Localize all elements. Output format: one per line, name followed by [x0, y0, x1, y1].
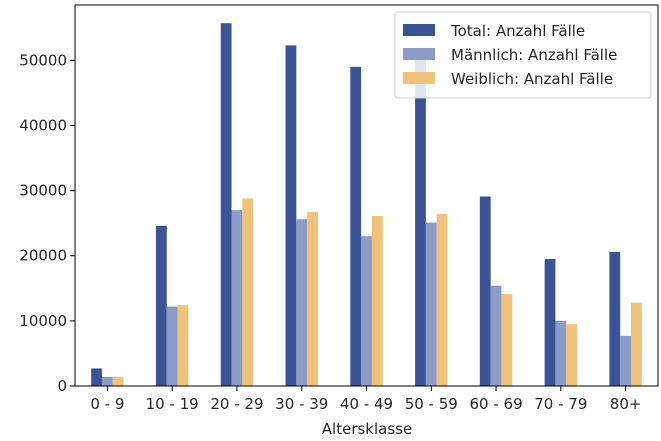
x-tick-label: 70 - 79 [534, 395, 587, 413]
y-tick-label: 10000 [19, 312, 67, 330]
bar-weiblich-1 [178, 305, 189, 386]
y-tick-label: 0 [57, 377, 67, 395]
y-tick-label: 20000 [19, 247, 67, 265]
bar-weiblich-2 [242, 198, 253, 386]
x-tick-label: 60 - 69 [469, 395, 522, 413]
bar-total-2 [221, 23, 232, 386]
x-tick-label: 20 - 29 [210, 395, 263, 413]
bar-maennlich-6 [491, 286, 502, 386]
legend: Total: Anzahl Fälle Männlich: Anzahl Fäll… [395, 12, 651, 98]
bar-total-5 [415, 51, 426, 386]
legend-label: Männlich: Anzahl Fälle [451, 46, 617, 64]
x-tick-label: 30 - 39 [275, 395, 328, 413]
x-tick-label: 50 - 59 [405, 395, 458, 413]
y-tick-label: 30000 [19, 182, 67, 200]
x-tick-label: 0 - 9 [90, 395, 124, 413]
bar-total-3 [286, 45, 297, 386]
bar-weiblich-8 [631, 303, 642, 386]
bar-weiblich-7 [566, 324, 577, 386]
bar-total-4 [350, 67, 361, 386]
bar-total-6 [480, 196, 491, 386]
bar-maennlich-2 [232, 210, 243, 386]
x-tick-label: 80+ [610, 395, 642, 413]
bar-maennlich-5 [426, 223, 437, 386]
legend-swatch [403, 72, 435, 84]
y-tick-label: 40000 [19, 116, 67, 134]
legend-label: Weiblich: Anzahl Fälle [451, 70, 613, 88]
bar-maennlich-3 [296, 219, 307, 386]
bar-weiblich-4 [372, 216, 383, 386]
legend-swatch [403, 24, 435, 36]
bar-weiblich-5 [437, 214, 448, 386]
x-tick-label: 10 - 19 [146, 395, 199, 413]
bar-total-0 [91, 368, 102, 386]
y-axis: 0 10000 20000 30000 40000 50000 [19, 51, 75, 395]
legend-label: Total: Anzahl Fälle [450, 22, 585, 40]
bar-weiblich-3 [307, 212, 318, 386]
x-tick-label: 40 - 49 [340, 395, 393, 413]
bar-weiblich-0 [113, 377, 124, 386]
bar-total-7 [545, 259, 556, 386]
legend-swatch [403, 48, 435, 60]
x-axis-label: Altersklasse [322, 420, 412, 438]
bar-weiblich-6 [501, 294, 512, 386]
bar-maennlich-4 [361, 236, 372, 386]
bar-maennlich-0 [102, 377, 113, 386]
bar-total-8 [609, 252, 620, 386]
x-axis: 0 - 9 10 - 19 20 - 29 30 - 39 40 - 49 50 - 59… [90, 386, 641, 413]
bar-maennlich-1 [167, 307, 178, 386]
bar-maennlich-7 [555, 321, 566, 386]
bar-total-1 [156, 226, 167, 386]
bar-maennlich-8 [620, 336, 631, 386]
y-tick-label: 50000 [19, 51, 67, 69]
